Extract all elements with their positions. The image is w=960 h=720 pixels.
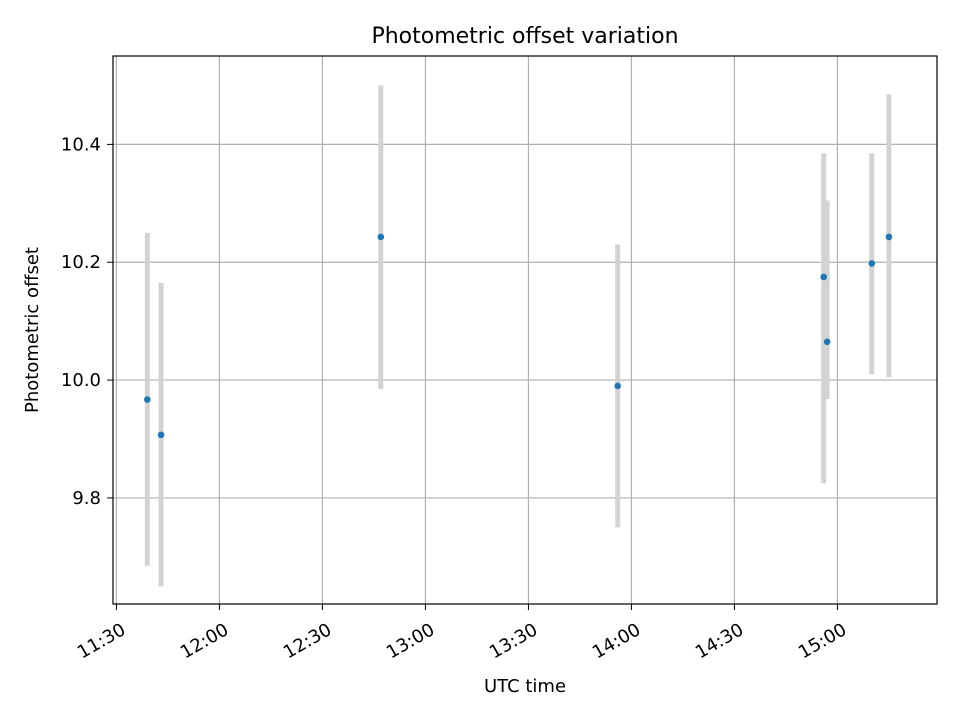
y-tick-label: 10.2	[61, 252, 101, 273]
y-tick-label: 9.8	[72, 488, 101, 509]
y-tick-label: 10.0	[61, 370, 101, 391]
grid	[113, 56, 937, 604]
data-point	[823, 338, 831, 346]
data-point	[157, 431, 165, 439]
chart-title: Photometric offset variation	[371, 24, 678, 49]
data-point	[614, 382, 621, 390]
data-point	[820, 273, 827, 281]
y-axis-label: Photometric offset	[22, 247, 43, 413]
data-point	[144, 396, 151, 403]
data-point	[885, 233, 893, 241]
data-points	[144, 233, 893, 439]
data-point	[868, 260, 876, 267]
data-point	[377, 233, 385, 241]
y-tick-label: 10.4	[61, 134, 101, 155]
plot-frame	[112, 55, 938, 605]
x-axis-label: UTC time	[484, 676, 566, 697]
